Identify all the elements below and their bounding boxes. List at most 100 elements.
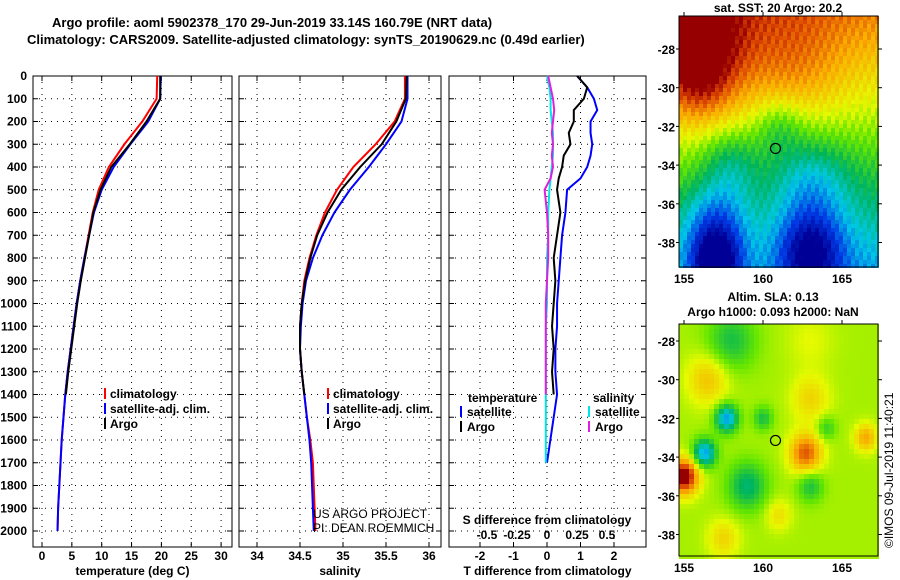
map-cell (787, 164, 791, 168)
map-cell (835, 156, 839, 160)
map-cell (863, 92, 867, 96)
map-cell (847, 108, 851, 112)
map-cell (803, 112, 807, 116)
map-cell (843, 80, 847, 84)
map-cell (735, 124, 739, 128)
map-cell (754, 444, 759, 449)
map-cell (759, 344, 764, 349)
map-cell (843, 116, 847, 120)
map-cell (723, 124, 727, 128)
map-cell (803, 104, 807, 108)
map-cell (839, 88, 843, 92)
map-cell (827, 236, 831, 240)
map-cell (763, 192, 767, 196)
map-cell (779, 409, 784, 414)
map-cell (807, 248, 811, 252)
map-cell (719, 374, 724, 379)
map-cell (739, 48, 743, 52)
map-cell (823, 220, 827, 224)
map-cell (804, 424, 809, 429)
map-cell (827, 140, 831, 144)
map-cell (804, 414, 809, 419)
map-cell (699, 68, 703, 72)
map-cell (811, 152, 815, 156)
map-cell (679, 136, 683, 140)
map-cell (854, 444, 859, 449)
map-cell (727, 192, 731, 196)
map-cell (864, 449, 869, 454)
map-cell (814, 374, 819, 379)
map-cell (723, 240, 727, 244)
map-cell (843, 32, 847, 36)
map-cell (735, 144, 739, 148)
map-cell (815, 68, 819, 72)
map-cell (744, 484, 749, 489)
map-cell (755, 132, 759, 136)
map-cell (809, 399, 814, 404)
map-cell (863, 128, 867, 132)
map-cell (823, 148, 827, 152)
map-cell (767, 48, 771, 52)
map-cell (863, 140, 867, 144)
map-cell (871, 72, 875, 76)
map-cell (771, 196, 775, 200)
map-cell (791, 156, 795, 160)
map-cell (871, 132, 875, 136)
map-cell (874, 399, 879, 404)
map-cell (767, 192, 771, 196)
map-cell (691, 260, 695, 264)
map-cell (875, 136, 879, 140)
map-cell (744, 504, 749, 509)
map-cell (731, 244, 735, 248)
map-cell (687, 76, 691, 80)
map-cell (739, 28, 743, 32)
map-cell (731, 160, 735, 164)
map-cell (819, 112, 823, 116)
map-cell (727, 152, 731, 156)
map-cell (683, 124, 687, 128)
map-cell (835, 92, 839, 96)
map-cell (859, 68, 863, 72)
map-cell (847, 244, 851, 248)
map-cell (843, 168, 847, 172)
map-cell (799, 240, 803, 244)
map-cell (831, 152, 835, 156)
map-cell (704, 464, 709, 469)
map-cell (799, 80, 803, 84)
map-cell (867, 168, 871, 172)
map-cell (731, 224, 735, 228)
map-cell (779, 232, 783, 236)
map-cell (875, 176, 879, 180)
map-cell (759, 56, 763, 60)
map-cell (827, 64, 831, 68)
map-cell (709, 379, 714, 384)
map-cell (835, 112, 839, 116)
map-cell (807, 80, 811, 84)
map-cell (815, 140, 819, 144)
map-cell (843, 240, 847, 244)
map-cell (739, 449, 744, 454)
map-cell (859, 60, 863, 64)
map-cell (719, 40, 723, 44)
map-cell (679, 192, 683, 196)
map-cell (874, 489, 879, 494)
map-cell (803, 28, 807, 32)
map-cell (831, 52, 835, 56)
map-cell (829, 464, 834, 469)
map-cell (694, 394, 699, 399)
map-cell (775, 132, 779, 136)
map-cell (859, 334, 864, 339)
map-cell (711, 204, 715, 208)
map-cell (727, 148, 731, 152)
map-cell (711, 224, 715, 228)
map-cell (727, 88, 731, 92)
map-cell (855, 104, 859, 108)
map-cell (831, 196, 835, 200)
map-cell (714, 474, 719, 479)
map-cell (767, 176, 771, 180)
map-cell (727, 120, 731, 124)
map-cell (735, 248, 739, 252)
map-cell (784, 489, 789, 494)
map-cell (859, 364, 864, 369)
map-cell (747, 256, 751, 260)
